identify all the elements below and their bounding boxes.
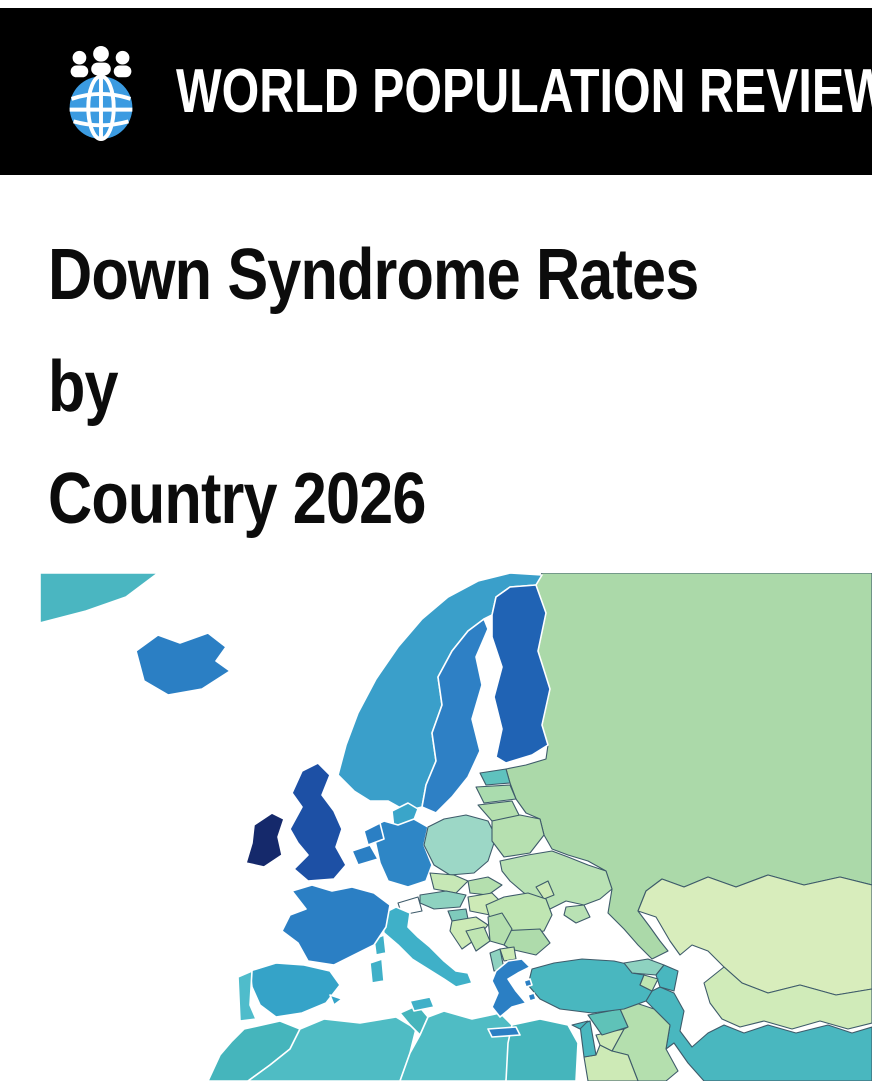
country-bosnia[interactable] xyxy=(465,926,491,952)
country-slovakia[interactable] xyxy=(467,876,503,896)
country-greece[interactable] xyxy=(491,958,531,1018)
country-crete[interactable] xyxy=(487,1026,521,1038)
choropleth-map xyxy=(40,573,872,1081)
brand-title: WORLD POPULATION REVIEW xyxy=(176,57,872,126)
country-crimea[interactable] xyxy=(563,904,591,924)
page-title-line1: Down Syndrome Rates by xyxy=(48,235,699,427)
country-belarus[interactable] xyxy=(491,814,545,858)
country-ireland[interactable] xyxy=(245,812,285,868)
world-population-review-logo[interactable] xyxy=(52,43,150,141)
page-title: Down Syndrome Rates by Country 2026 xyxy=(48,219,872,555)
country-north-macedonia[interactable] xyxy=(499,946,517,962)
country-sweden[interactable] xyxy=(421,618,489,814)
country-serbia[interactable] xyxy=(487,912,513,946)
country-belgium[interactable] xyxy=(351,844,379,866)
country-finland[interactable] xyxy=(491,584,551,764)
country-iceland[interactable] xyxy=(135,632,231,696)
country-turkmenistan[interactable] xyxy=(703,966,872,1030)
choropleth-map-container xyxy=(40,573,872,1081)
country-moldova[interactable] xyxy=(535,880,555,900)
country-portugal[interactable] xyxy=(237,970,257,1022)
country-sardinia[interactable] xyxy=(369,958,385,984)
people-icon xyxy=(70,45,132,77)
country-sicily[interactable] xyxy=(409,996,435,1012)
country-france[interactable] xyxy=(281,884,391,966)
country-spain[interactable] xyxy=(249,962,341,1018)
country-aegean-island[interactable] xyxy=(523,978,533,988)
top-margin xyxy=(0,0,872,8)
country-latvia[interactable] xyxy=(475,784,517,804)
country-cyprus[interactable] xyxy=(571,1020,589,1030)
country-balearic-islands[interactable] xyxy=(329,994,343,1006)
country-germany[interactable] xyxy=(371,818,433,888)
country-azerbaijan[interactable] xyxy=(655,964,679,992)
country-estonia[interactable] xyxy=(479,768,511,786)
country-armenia[interactable] xyxy=(639,974,659,992)
country-united-kingdom[interactable] xyxy=(289,762,347,882)
country-greenland[interactable] xyxy=(40,573,159,624)
country-italy[interactable] xyxy=(379,906,473,988)
country-austria[interactable] xyxy=(419,890,467,910)
country-netherlands[interactable] xyxy=(363,822,385,846)
site-header: WORLD POPULATION REVIEW xyxy=(0,8,872,175)
country-aegean-island[interactable] xyxy=(527,992,537,1002)
page-title-line2: Country 2026 xyxy=(48,459,426,539)
country-czechia[interactable] xyxy=(429,872,469,894)
country-poland[interactable] xyxy=(423,814,497,876)
globe-icon xyxy=(69,73,133,141)
